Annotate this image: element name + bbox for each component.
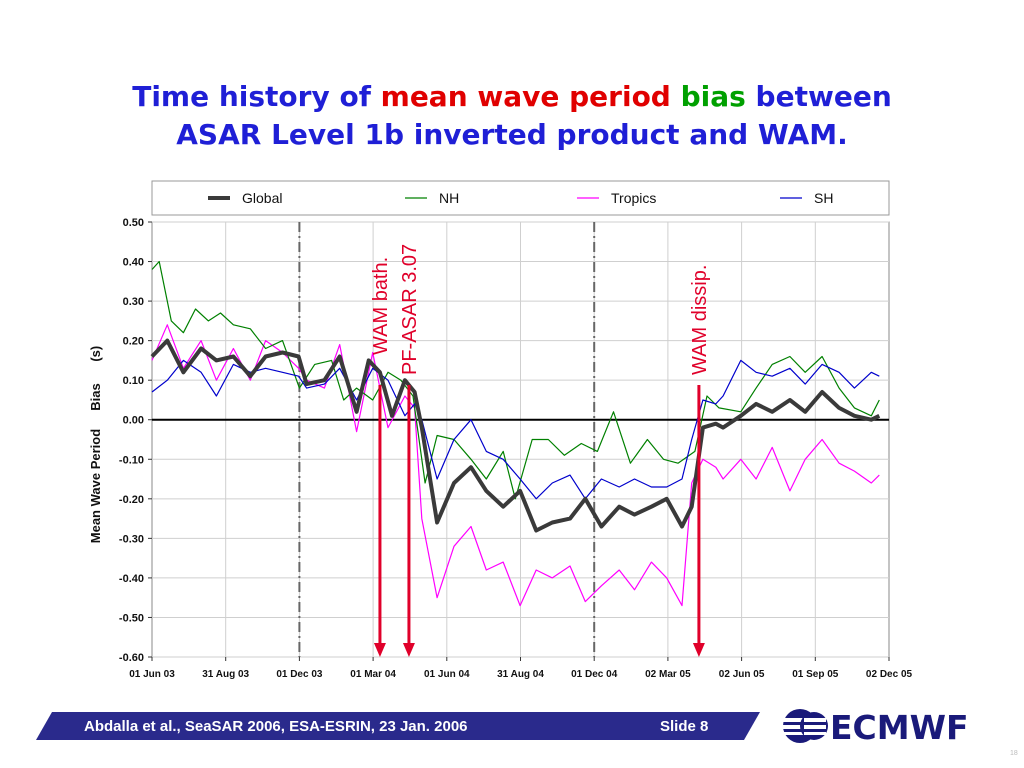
footer-bar [36,712,760,740]
y-tick-label: -0.10 [119,454,144,466]
y-tick-label: -0.50 [119,612,144,624]
x-tick-label: 01 Dec 04 [571,669,618,680]
title-line-1: Time history of mean wave period bias be… [0,78,1024,116]
series-line-nh [151,260,880,500]
y-tick-label: 0.40 [123,257,144,269]
y-tick-label: 0.30 [123,296,144,308]
title-part-mean-wave-period: mean wave period [380,80,671,113]
y-tick-label: -0.30 [119,533,144,545]
annotation-label: PF-ASAR 3.07 [399,244,421,375]
series-line-global [150,338,881,533]
y-tick-label: -0.40 [119,573,144,585]
x-tick-label: 31 Aug 03 [202,669,249,680]
x-tick-label: 02 Jun 05 [719,669,765,680]
y-tick-label: -0.20 [119,494,144,506]
annotation-label: WAM bath. [370,257,392,355]
annotation-arrowhead [402,643,415,657]
footer-citation: Abdalla et al., SeaSAR 2006, ESA-ESRIN, … [84,718,468,735]
series-line-sh [151,359,880,500]
x-tick-label: 01 Sep 05 [792,669,839,680]
legend-label-global: Global [242,190,282,206]
legend-label-nh: NH [439,190,459,206]
annotation-label: WAM dissip. [689,265,711,375]
y-axis-label: Mean Wave Period Bias (s) [88,346,103,543]
x-tick-label: 02 Dec 05 [866,669,913,680]
y-tick-label: 0.50 [123,217,144,229]
line-chart: 0.50 0.40 0.30 0.20 0.10 0.00 -0.10 -0.20 -0.30 -… [88,180,913,680]
footer-bar-shape [36,712,760,740]
annotation-arrowhead [373,643,386,657]
legend-label-tropics: Tropics [611,190,656,206]
logo-emblem [783,709,828,743]
title-line-2: ASAR Level 1b inverted product and WAM. [176,118,848,151]
ecmwf-logo: ECMWF [783,708,969,746]
x-tick-label: 31 Aug 04 [497,669,544,680]
slide-title: Time history of mean wave period bias be… [0,78,1024,154]
y-tick-label: 0.00 [123,415,144,427]
x-tick-label: 02 Mar 05 [645,669,691,680]
title-part-1: Time history of [132,80,381,113]
x-tick-label: 01 Jun 03 [129,669,175,680]
legend-box [151,180,890,216]
corner-mark: 18 [1010,750,1018,757]
y-tick-label: 0.20 [123,336,144,348]
title-part-bias: bias [680,80,746,113]
logo-text: ECMWF [830,708,969,746]
annotation-arrowhead [692,643,705,657]
legend-label-sh: SH [814,190,833,206]
x-tick-label: 01 Jun 04 [424,669,470,680]
x-tick-label: 01 Mar 04 [350,669,396,680]
y-tick-label: -0.60 [119,652,144,664]
x-tick-label: 01 Dec 03 [276,669,323,680]
slide-number: Slide 8 [660,718,709,735]
y-tick-label: 0.10 [123,375,144,387]
title-part-between: between [745,80,892,113]
